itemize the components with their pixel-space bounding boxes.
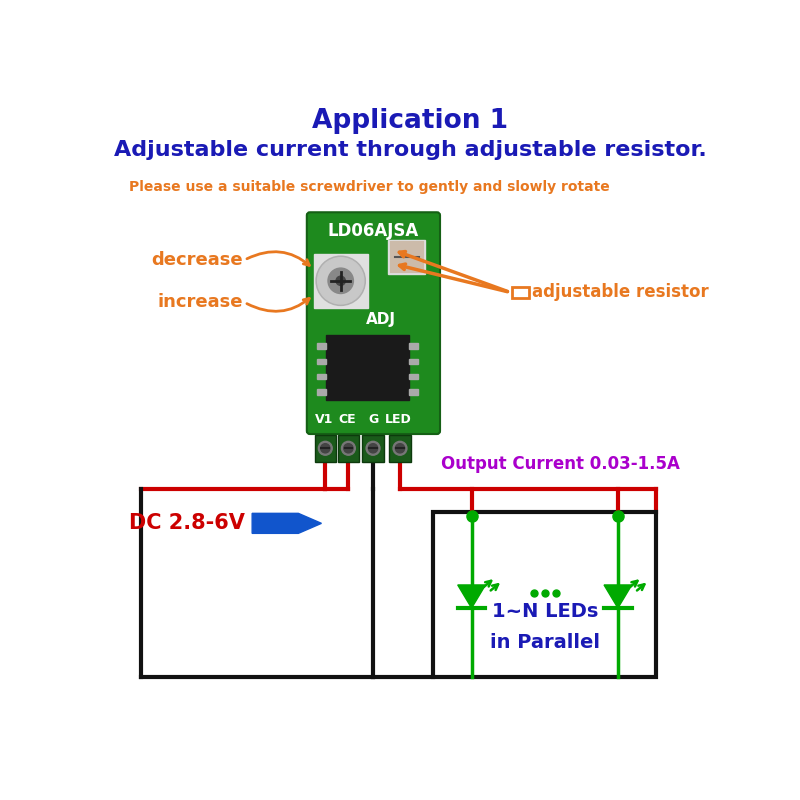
- Text: V1: V1: [314, 413, 333, 426]
- Circle shape: [336, 276, 346, 286]
- Circle shape: [321, 444, 330, 453]
- Bar: [338, 435, 359, 462]
- Bar: [314, 254, 368, 308]
- Text: CE: CE: [338, 413, 356, 426]
- Bar: [317, 343, 326, 349]
- Bar: [410, 390, 418, 394]
- Text: Output Current 0.03-1.5A: Output Current 0.03-1.5A: [441, 455, 680, 473]
- Bar: [326, 334, 410, 400]
- Circle shape: [344, 444, 353, 453]
- Text: Application 1: Application 1: [312, 108, 508, 134]
- Bar: [317, 358, 326, 364]
- Bar: [317, 374, 326, 379]
- Text: decrease: decrease: [151, 251, 243, 269]
- Bar: [410, 374, 418, 379]
- Bar: [317, 390, 326, 394]
- Text: DC 2.8-6V: DC 2.8-6V: [129, 514, 245, 534]
- FancyBboxPatch shape: [307, 212, 440, 434]
- Circle shape: [328, 268, 354, 294]
- Circle shape: [395, 444, 405, 453]
- Text: in Parallel: in Parallel: [490, 634, 600, 652]
- Text: Please use a suitable screwdriver to gently and slowly rotate: Please use a suitable screwdriver to gen…: [129, 180, 610, 194]
- Bar: [433, 512, 657, 678]
- Circle shape: [318, 258, 364, 304]
- Bar: [390, 242, 423, 271]
- Text: adjustable resistor: adjustable resistor: [533, 283, 709, 302]
- Circle shape: [342, 442, 355, 455]
- Text: 1~N LEDs: 1~N LEDs: [491, 602, 598, 622]
- Bar: [512, 287, 529, 298]
- Bar: [389, 240, 426, 274]
- Bar: [410, 343, 418, 349]
- Text: ADJ: ADJ: [366, 312, 396, 326]
- Text: LED: LED: [385, 413, 412, 426]
- Circle shape: [318, 442, 332, 455]
- Bar: [390, 435, 410, 462]
- Text: Adjustable current through adjustable resistor.: Adjustable current through adjustable re…: [114, 140, 706, 160]
- Bar: [362, 435, 384, 462]
- FancyArrow shape: [252, 514, 322, 534]
- Circle shape: [369, 444, 378, 453]
- Text: increase: increase: [158, 294, 243, 311]
- Bar: [410, 358, 418, 364]
- Circle shape: [366, 442, 380, 455]
- Circle shape: [316, 256, 366, 306]
- Text: LD06AJSA: LD06AJSA: [328, 222, 419, 240]
- Polygon shape: [604, 585, 632, 608]
- Bar: [314, 435, 336, 462]
- Text: G: G: [368, 413, 378, 426]
- Polygon shape: [458, 585, 486, 608]
- Circle shape: [393, 442, 407, 455]
